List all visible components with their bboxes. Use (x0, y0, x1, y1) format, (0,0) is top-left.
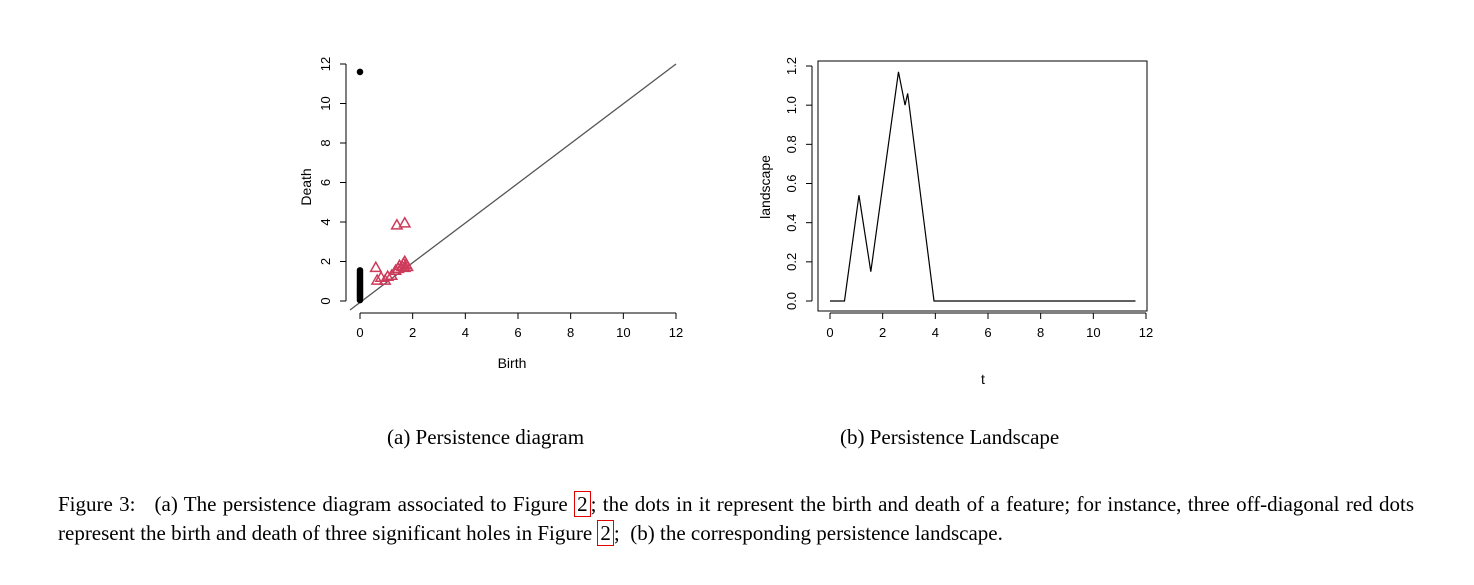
x-tick-label: 2 (879, 325, 886, 340)
caption-text-2: ; the dots in it represent the birth and… (58, 492, 1414, 545)
y-tick-label: 12 (318, 57, 333, 71)
y-tick-label: 0.4 (784, 214, 799, 232)
figure-caption: Figure 3: (a) The persistence diagram as… (58, 490, 1414, 548)
diagonal-line (349, 63, 677, 311)
plot-frame (817, 60, 1148, 312)
x-tick-label: 0 (826, 325, 833, 340)
x-tick-label: 4 (462, 325, 469, 340)
x-tick-label: 2 (409, 325, 416, 340)
x-tick-label: 0 (356, 325, 363, 340)
x-tick-label: 6 (984, 325, 991, 340)
y-tick-label: 6 (318, 179, 333, 186)
x-tick-label: 12 (669, 325, 683, 340)
death-point (356, 68, 364, 76)
hole-point (400, 259, 414, 272)
y-tick-label: 1.2 (784, 57, 799, 75)
y-tick-label: 10 (318, 96, 333, 110)
figure-reference-link-1[interactable]: 2 (574, 491, 591, 517)
y-tick-label: 0.2 (784, 253, 799, 271)
figure-reference-link-2[interactable]: 2 (597, 520, 614, 546)
hole-point (398, 216, 412, 228)
caption-text-1: Figure 3: (a) The persistence diagram as… (58, 492, 575, 516)
x-axis-label: t (981, 371, 985, 387)
x-tick-label: 8 (567, 325, 574, 340)
y-axis-label: Death (298, 168, 314, 205)
hole-point (381, 269, 395, 281)
y-tick-label: 1.0 (784, 96, 799, 114)
x-tick-label: 10 (616, 325, 630, 340)
x-tick-label: 10 (1086, 325, 1100, 340)
y-tick-label: 2 (318, 258, 333, 265)
y-axis-label: landscape (757, 155, 773, 219)
figure-panels: 0 2 4 6 8 10 12 0 2 4 6 8 10 12 Birth Death 0 2 4 6 8 10 12 0.… (298, 57, 1153, 387)
hole-point (398, 260, 412, 273)
x-tick-label: 4 (932, 325, 939, 340)
x-tick-label: 8 (1037, 325, 1044, 340)
y-tick-label: 0 (318, 297, 333, 304)
landscape-line (830, 71, 1136, 302)
y-tick-label: 4 (318, 218, 333, 225)
hole-point (370, 273, 384, 285)
hole-point (369, 260, 383, 273)
hole-point (390, 218, 404, 230)
y-tick-label: 8 (318, 139, 333, 146)
subcaption-b: (b) Persistence Landscape (840, 425, 1060, 449)
x-tick-label: 6 (514, 325, 521, 340)
y-tick-label: 0.0 (784, 292, 799, 310)
x-tick-label: 12 (1139, 325, 1153, 340)
subcaption-a: (a) Persistence diagram (387, 425, 585, 449)
persistence-diagram-chart: 0 2 4 6 8 10 12 0 2 4 6 8 10 12 Birth Death (298, 57, 683, 371)
x-axis-label: Birth (498, 355, 527, 371)
y-tick-label: 0.8 (784, 135, 799, 153)
y-tick-label: 0.6 (784, 174, 799, 192)
persistence-landscape-chart: 0 2 4 6 8 10 12 0.0 0.2 0.4 0.6 0.8 1.0 1.2 t landscape (757, 57, 1153, 387)
death-point (356, 267, 364, 274)
caption-text-3: ; (b) the corresponding persistence land… (613, 521, 1003, 545)
